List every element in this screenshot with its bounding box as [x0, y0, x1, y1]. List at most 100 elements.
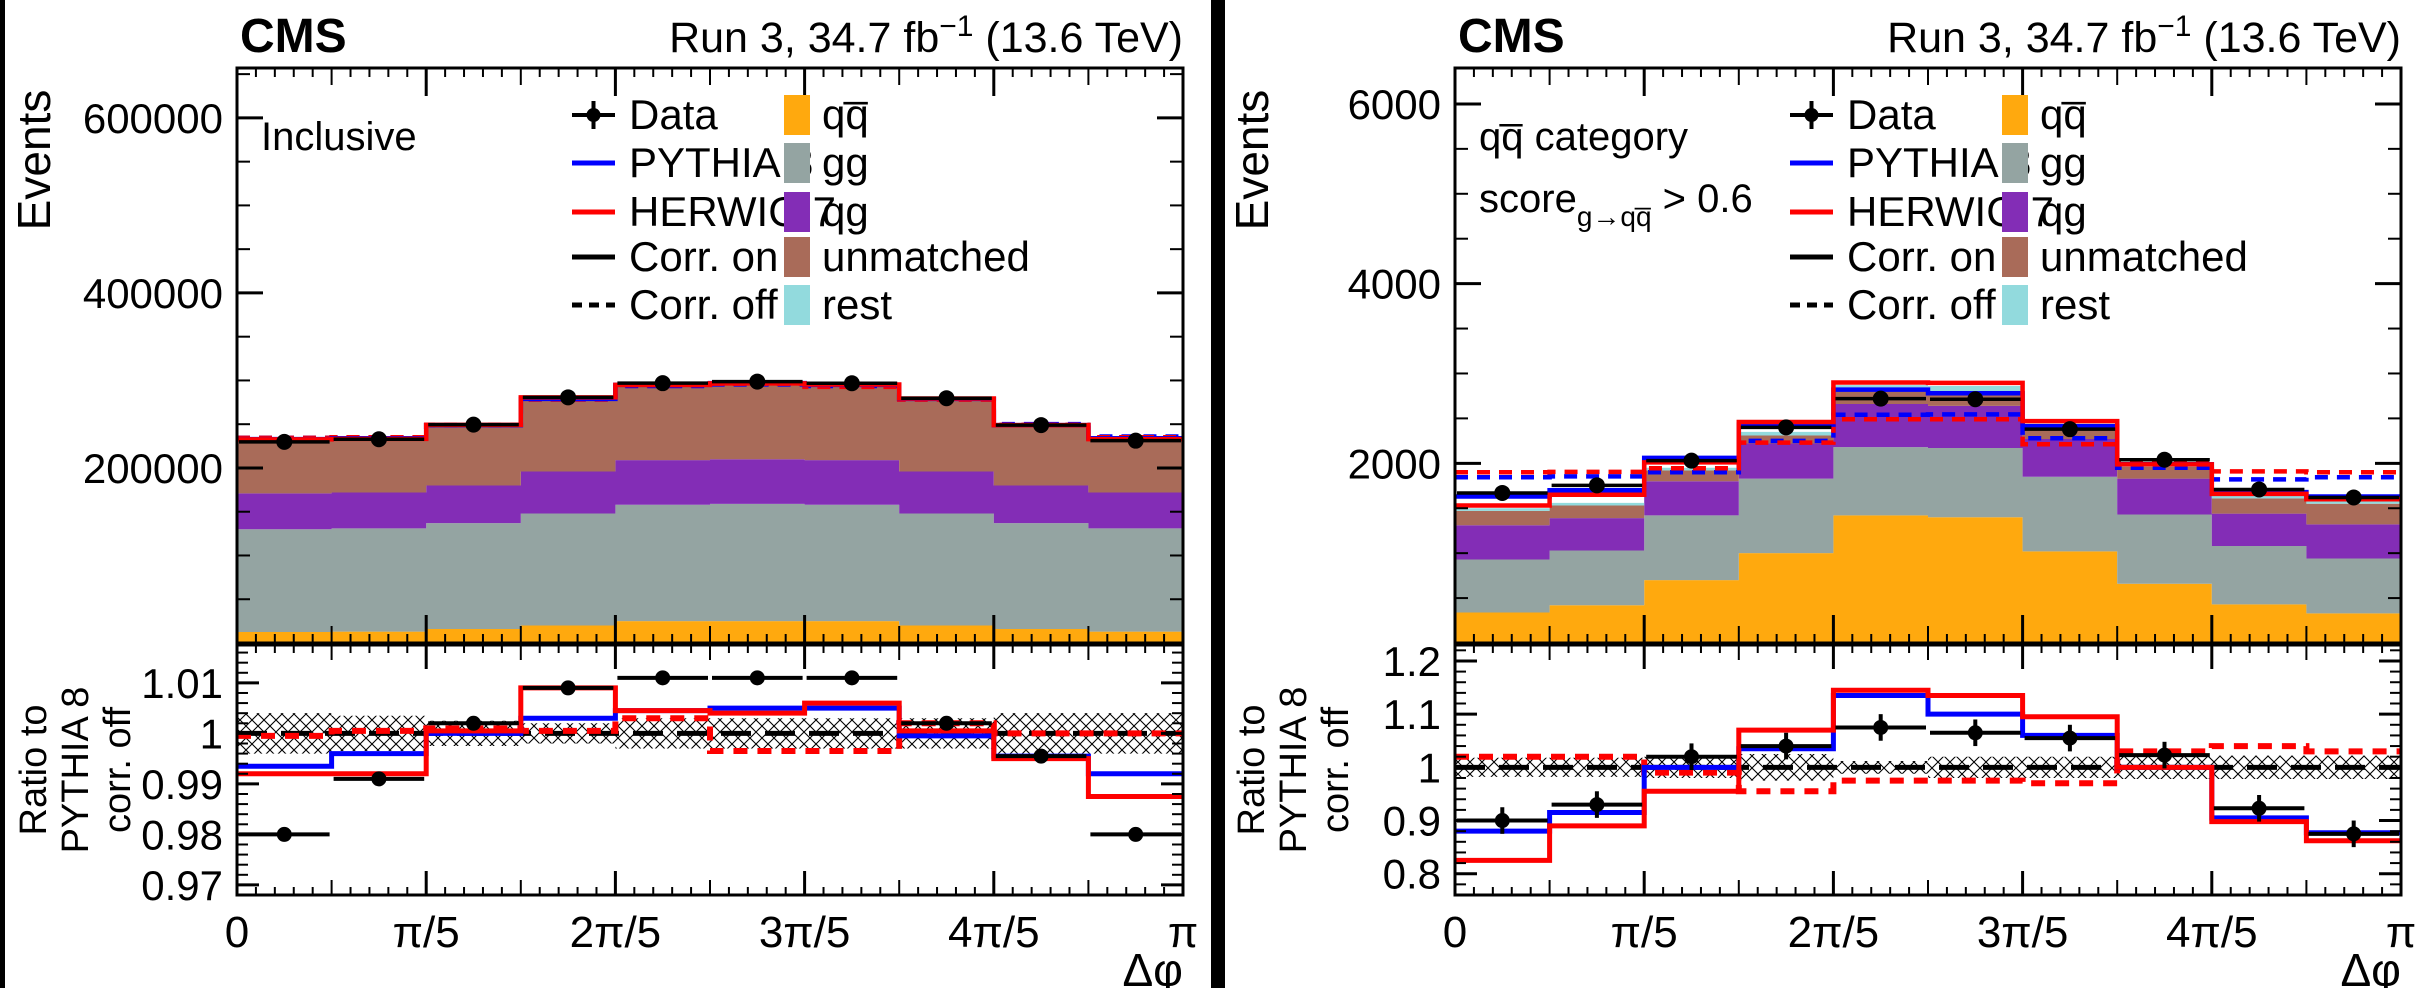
ratio-herwig7-line	[237, 685, 1183, 800]
score-annotation: scoreg→qq̅ > 0.6	[1479, 177, 1753, 232]
legend-swatch-rest	[784, 285, 810, 325]
legend-swatch-gg	[2002, 143, 2028, 183]
y-axis-tick-label: 600000	[83, 95, 223, 142]
ratio-data-marker	[1033, 748, 1049, 764]
stack-band-unmatched	[1455, 391, 2401, 526]
ratio-herwig7-corr-off-line	[237, 715, 1183, 755]
legend-label: rest	[2040, 281, 2110, 328]
stack-band-gg	[237, 503, 1183, 633]
ratio-data-marker	[276, 826, 292, 842]
x-axis-title: Δφ	[2340, 944, 2401, 988]
x-axis-title: Δφ	[1122, 944, 1183, 988]
lumi-label: Run 3, 34.7 fb−1 (13.6 TeV)	[669, 10, 1183, 62]
ratio-data-marker	[371, 771, 387, 787]
data-marker	[2156, 451, 2173, 468]
x-axis-tick-label: 3π/5	[1977, 908, 2069, 957]
legend-data-marker	[1804, 108, 1819, 122]
x-axis-tick-label: 4π/5	[948, 908, 1040, 957]
x-axis-tick-label: 2π/5	[1788, 908, 1880, 957]
legend-label: qq̅	[2040, 91, 2087, 138]
ratio-tick-label: 0.97	[141, 862, 223, 909]
data-marker	[1683, 452, 1700, 469]
x-axis-tick-label: π	[1168, 908, 1198, 957]
ratio-ticks	[1453, 645, 2403, 895]
data-marker	[2251, 481, 2268, 498]
ratio-data-marker	[1778, 738, 1794, 754]
lumi-label: Run 3, 34.7 fb−1 (13.6 TeV)	[1887, 10, 2401, 62]
left-edge-bar	[0, 0, 5, 988]
panel-inclusive: 200000 400000 600000 CMS Run 3, 34.7 fb−1 (1…	[8, 10, 1198, 988]
ratio-data-marker	[2062, 730, 2078, 746]
ratio-axis-label-line1: Ratio to	[1231, 705, 1273, 836]
ratio-axis-label-line3: corr. off	[1315, 707, 1357, 833]
ratio-data-marker	[1589, 797, 1605, 813]
y-axis-tick-label: 2000	[1348, 440, 1441, 487]
category-annotation: qq̅ category	[1479, 115, 1688, 159]
ratio-data-marker	[466, 715, 481, 731]
ratio-tick-label: 1.2	[1383, 638, 1441, 685]
data-marker	[1967, 391, 1984, 408]
ratio-tick-label: 0.98	[141, 811, 223, 858]
ratio-herwig7-line	[1455, 687, 2401, 863]
legend-label: qg	[2040, 188, 2087, 235]
data-marker	[560, 389, 577, 406]
legend-swatch-qg	[784, 192, 810, 232]
stack-band-unmatched	[237, 383, 1183, 494]
ratio-tick-label: 1	[200, 710, 223, 757]
x-axis-tick-label: π	[2386, 908, 2416, 957]
legend-label: unmatched	[2040, 233, 2248, 280]
legend-label: Corr. on	[629, 233, 778, 280]
data-marker	[1494, 484, 1511, 501]
ratio-axis-label-line2: PYTHIA 8	[1273, 687, 1315, 854]
ratio-pad	[235, 643, 1185, 897]
main-ticks	[1453, 68, 2403, 643]
events-axis-label: Events	[8, 90, 60, 231]
data-points	[239, 373, 1181, 450]
ratio-tick-label: 0.9	[1383, 798, 1441, 845]
category-annotation: Inclusive	[261, 115, 417, 159]
legend-swatch-gg	[784, 143, 810, 183]
y-axis-tick-label: 200000	[83, 445, 223, 492]
x-axis-tick-label: π/5	[393, 908, 460, 957]
herwig7-corr-on-line	[237, 381, 1183, 442]
ratio-data-marker	[1494, 813, 1510, 829]
ratio-data-marker	[2157, 747, 2172, 763]
legend-label: Data	[1847, 91, 1936, 138]
data-marker	[1127, 432, 1144, 449]
ratio-data-marker	[939, 715, 954, 731]
data-marker	[843, 375, 860, 392]
legend-swatch-unmatched	[784, 237, 810, 277]
x-axis-tick-label: 0	[225, 908, 249, 957]
legend-label: qq̅	[822, 91, 869, 138]
mc-curves	[1455, 380, 2401, 508]
mc-curves	[237, 380, 1183, 442]
legend-swatch-qq	[784, 95, 810, 135]
legend-label: qg	[822, 188, 869, 235]
cms-label: CMS	[240, 10, 347, 63]
ratio-data-marker	[1967, 725, 1983, 741]
ratio-data-marker	[1128, 826, 1144, 842]
legend-label: rest	[822, 281, 892, 328]
herwig7-corr-on-line	[1455, 380, 2401, 508]
data-marker	[1778, 419, 1795, 436]
legend-label: gg	[2040, 139, 2087, 186]
data-marker	[2061, 421, 2078, 438]
ratio-data-marker	[560, 680, 576, 696]
x-axis-tick-label: 4π/5	[2166, 908, 2258, 957]
ratio-tick-label: 0.99	[141, 761, 223, 808]
data-marker	[276, 433, 293, 450]
ratio-data-marker	[844, 670, 860, 686]
ratio-axis-label-line1: Ratio to	[13, 705, 55, 836]
ratio-data-marker	[655, 670, 671, 686]
legend-swatch-unmatched	[2002, 237, 2028, 277]
cms-label: CMS	[1458, 10, 1565, 63]
ratio-axis-label-line2: PYTHIA 8	[55, 687, 97, 854]
legend-data-marker	[586, 108, 601, 122]
legend-label: Corr. off	[629, 281, 778, 328]
legend-swatch-rest	[2002, 285, 2028, 325]
data-marker	[2345, 489, 2362, 506]
data-marker	[1033, 417, 1050, 434]
